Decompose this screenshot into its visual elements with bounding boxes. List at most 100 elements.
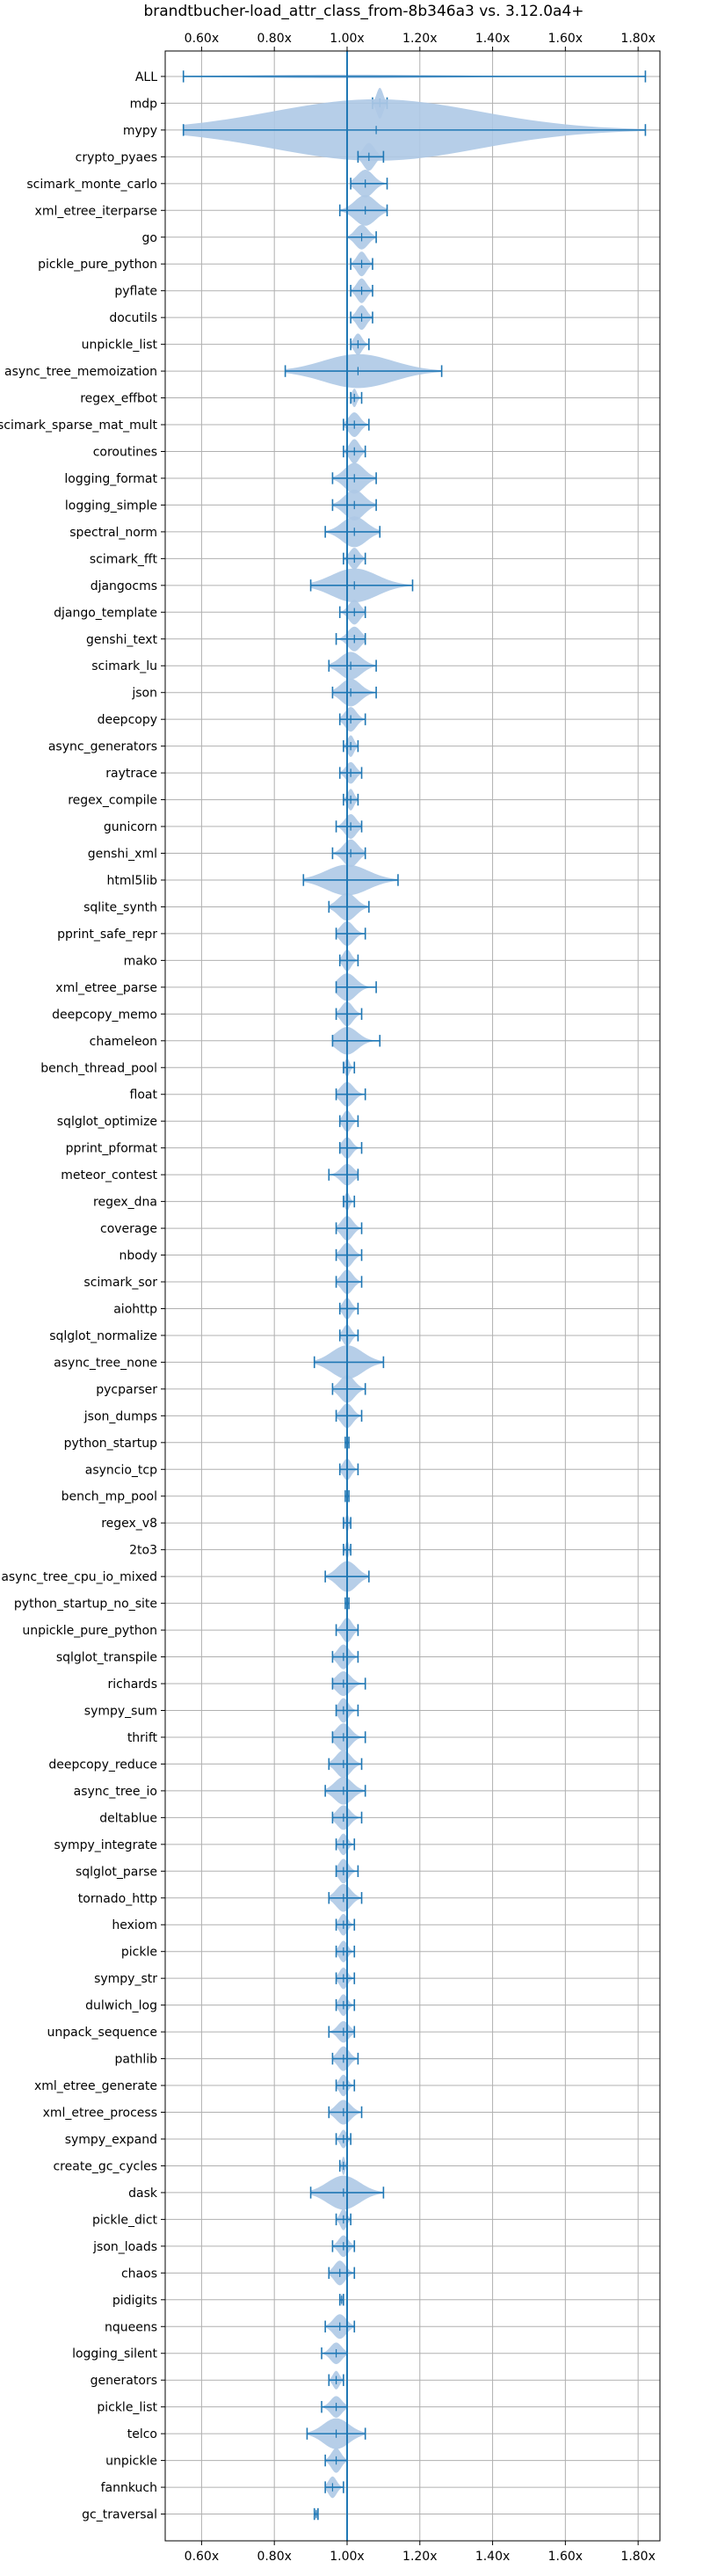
violin-regex_compile [343, 789, 359, 811]
x-tick-label-bottom-0: 0.60x [185, 2550, 219, 2564]
y-tick-label-nqueens: nqueens [105, 2320, 157, 2334]
violin-unpack_sequence [328, 2020, 356, 2043]
x-tick-label-bottom-2: 1.00x [330, 2550, 364, 2564]
y-tick-label-xml_etree_iterparse: xml_etree_iterparse [35, 204, 157, 218]
violin-nbody [335, 1242, 363, 1268]
y-tick-label-sqlglot_normalize: sqlglot_normalize [49, 1329, 157, 1343]
y-tick-label-chameleon: chameleon [90, 1035, 157, 1049]
violin-deepcopy_reduce [328, 1750, 363, 1779]
violin-dulwich_log [335, 1994, 356, 2016]
x-tick-label-top-6: 1.80x [620, 32, 655, 46]
x-axis-top: 0.60x 0.80x 1.00x 1.20x 1.40x 1.60x 1.80x [185, 32, 656, 51]
y-tick-label-go: go [142, 231, 157, 245]
y-tick-label-thrift: thrift [127, 1731, 158, 1745]
violin-aiohttp [338, 1298, 359, 1320]
y-tick-label-create_gc_cycles: create_gc_cycles [53, 2159, 157, 2173]
violin-generators [328, 2370, 344, 2390]
violin-hexiom [335, 1913, 356, 1936]
violin-html5lib [302, 864, 399, 896]
violin-spectral_norm [324, 516, 381, 548]
y-tick-label-deepcopy_memo: deepcopy_memo [52, 1008, 157, 1022]
violin-deepcopy [338, 707, 366, 732]
y-tick-label-pycparser: pycparser [96, 1383, 157, 1397]
x-tick-label-top-0: 0.60x [185, 32, 219, 46]
x-tick-label-top-2: 1.00x [330, 32, 364, 46]
violin-telco [306, 2418, 366, 2449]
y-axis: ALL mdp mypy crypto_pyaes scimark_monte_carl… [0, 70, 165, 2522]
violin-raytrace [338, 761, 363, 784]
y-tick-label-json: json [131, 687, 157, 701]
y-tick-label-asyncio_tcp: asyncio_tcp [85, 1463, 157, 1477]
violin-unpickle_list [350, 333, 370, 355]
chart-title: brandtbucher-load_attr_class_from-8b346a… [143, 3, 583, 20]
y-tick-label-logging_simple: logging_simple [65, 498, 157, 513]
y-tick-label-sympy_expand: sympy_expand [65, 2133, 157, 2147]
y-tick-label-scimark_fft: scimark_fft [90, 552, 158, 566]
violin-pickle_dict [335, 2209, 352, 2230]
y-tick-label-scimark_monte_carlo: scimark_monte_carlo [26, 178, 157, 192]
violin-ALL [182, 70, 647, 83]
y-tick-label-python_startup: python_startup [64, 1437, 157, 1451]
y-tick-label-genshi_text: genshi_text [86, 633, 158, 647]
y-tick-label-sqlglot_optimize: sqlglot_optimize [57, 1115, 157, 1129]
y-tick-label-sqlite_synth: sqlite_synth [83, 900, 157, 914]
y-tick-label-pathlib: pathlib [115, 2053, 158, 2067]
violin-genshi_xml [331, 839, 366, 868]
violin-sqlglot_optimize [338, 1110, 359, 1132]
y-tick-label-xml_etree_generate: xml_etree_generate [34, 2079, 157, 2093]
y-tick-label-spectral_norm: spectral_norm [69, 526, 157, 540]
violin-richards [331, 1671, 366, 1697]
violin-sqlglot_normalize [338, 1324, 359, 1347]
violin-sympy_expand [335, 2129, 352, 2149]
violin-deepcopy_memo [335, 1001, 363, 1027]
y-tick-label-pickle_pure_python: pickle_pure_python [38, 258, 157, 272]
y-tick-label-genshi_xml: genshi_xml [88, 848, 157, 862]
violin-sympy_str [335, 1967, 356, 1990]
y-tick-label-pprint_pformat: pprint_pformat [66, 1142, 158, 1156]
violin-go [346, 224, 377, 250]
y-tick-label-2to3: 2to3 [129, 1544, 157, 1558]
x-tick-label-top-1: 0.80x [257, 32, 291, 46]
violin-mypy [182, 98, 647, 161]
x-tick-label-bottom-1: 0.80x [257, 2550, 291, 2564]
violin-sqlglot_transpile [331, 1644, 359, 1670]
x-tick-label-bottom-5: 1.60x [548, 2550, 583, 2564]
x-tick-label-top-4: 1.40x [475, 32, 510, 46]
violin-unpickle [324, 2448, 348, 2473]
violin-docutils [350, 305, 373, 331]
y-tick-label-meteor_contest: meteor_contest [61, 1168, 157, 1182]
violin-pidigits [338, 2293, 344, 2306]
violin-scimark_monte_carlo [350, 170, 388, 198]
y-tick-label-dask: dask [128, 2187, 158, 2201]
violin-djangocms [309, 568, 414, 603]
violin-xml_etree_generate [335, 2074, 356, 2097]
y-tick-label-xml_etree_parse: xml_etree_parse [55, 981, 157, 995]
violin-django_template [338, 600, 366, 625]
y-tick-label-scimark_lu: scimark_lu [91, 659, 157, 673]
y-tick-label-docutils: docutils [109, 311, 157, 325]
violin-pprint_safe_repr [335, 921, 366, 946]
violin-pickle_list [321, 2396, 348, 2418]
violin-json [331, 678, 377, 707]
y-tick-label-pidigits: pidigits [112, 2294, 157, 2308]
violin-pycparser [331, 1375, 366, 1403]
y-tick-label-mako: mako [124, 954, 157, 968]
y-tick-label-nbody: nbody [120, 1249, 158, 1263]
y-tick-label-ALL: ALL [135, 70, 157, 84]
violin-chaos [328, 2260, 356, 2286]
plot-frame [164, 50, 661, 2542]
y-tick-label-async_tree_cpu_io_mixed: async_tree_cpu_io_mixed [1, 1570, 157, 1584]
y-tick-label-coroutines: coroutines [93, 445, 157, 459]
y-tick-label-unpickle_list: unpickle_list [82, 338, 158, 353]
y-tick-label-pyflate: pyflate [114, 285, 157, 299]
violin-meteor_contest [328, 1163, 359, 1186]
violin-async_generators [343, 735, 359, 757]
violin-mako [338, 950, 359, 971]
x-tick-label-bottom-3: 1.20x [402, 2550, 437, 2564]
violin-async_tree_io [324, 1777, 366, 1805]
y-tick-label-fannkuch: fannkuch [101, 2481, 157, 2495]
y-tick-label-pickle_dict: pickle_dict [92, 2213, 158, 2227]
violin-sqlite_synth [328, 892, 370, 921]
y-tick-label-gc_traversal: gc_traversal [82, 2508, 157, 2522]
